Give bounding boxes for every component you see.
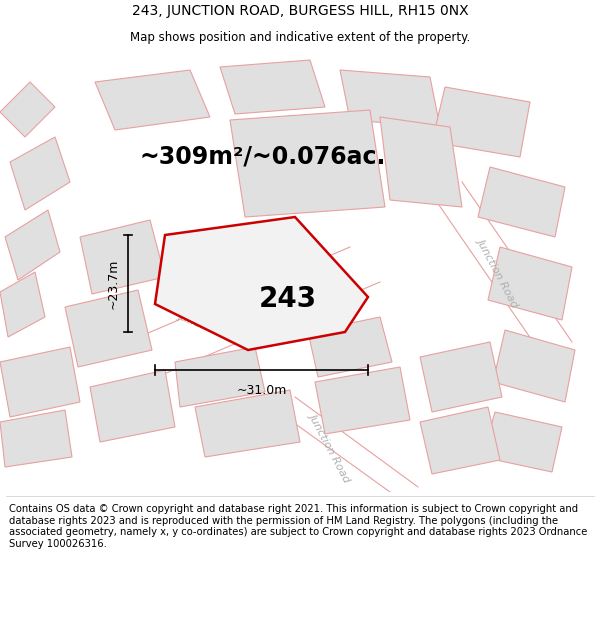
Text: Junction Road: Junction Road: [308, 411, 352, 483]
Polygon shape: [380, 117, 462, 207]
Polygon shape: [175, 347, 265, 407]
Polygon shape: [0, 410, 72, 467]
Polygon shape: [420, 342, 502, 412]
Text: ~309m²/~0.076ac.: ~309m²/~0.076ac.: [140, 145, 386, 169]
Polygon shape: [308, 317, 392, 377]
Text: ~31.0m: ~31.0m: [236, 384, 287, 397]
Text: Map shows position and indicative extent of the property.: Map shows position and indicative extent…: [130, 31, 470, 44]
Text: ~23.7m: ~23.7m: [107, 258, 120, 309]
Polygon shape: [0, 347, 80, 417]
Polygon shape: [478, 167, 565, 237]
Polygon shape: [420, 407, 500, 474]
Text: Junction Close: Junction Close: [177, 311, 253, 349]
Polygon shape: [195, 390, 300, 457]
Text: 243, JUNCTION ROAD, BURGESS HILL, RH15 0NX: 243, JUNCTION ROAD, BURGESS HILL, RH15 0…: [131, 4, 469, 19]
Text: Contains OS data © Crown copyright and database right 2021. This information is : Contains OS data © Crown copyright and d…: [9, 504, 587, 549]
Polygon shape: [65, 290, 152, 367]
Polygon shape: [488, 247, 572, 320]
Polygon shape: [5, 210, 60, 280]
Polygon shape: [230, 110, 385, 217]
Polygon shape: [315, 367, 410, 434]
Polygon shape: [95, 70, 210, 130]
Polygon shape: [220, 60, 325, 114]
Polygon shape: [340, 70, 440, 127]
Polygon shape: [80, 220, 165, 294]
Polygon shape: [0, 272, 45, 337]
Polygon shape: [493, 330, 575, 402]
Polygon shape: [0, 82, 55, 137]
Polygon shape: [90, 370, 175, 442]
Polygon shape: [432, 87, 530, 157]
Text: Junction Road: Junction Road: [476, 236, 520, 308]
Polygon shape: [10, 137, 70, 210]
Polygon shape: [155, 217, 368, 350]
Text: 243: 243: [259, 285, 317, 313]
Polygon shape: [482, 412, 562, 472]
